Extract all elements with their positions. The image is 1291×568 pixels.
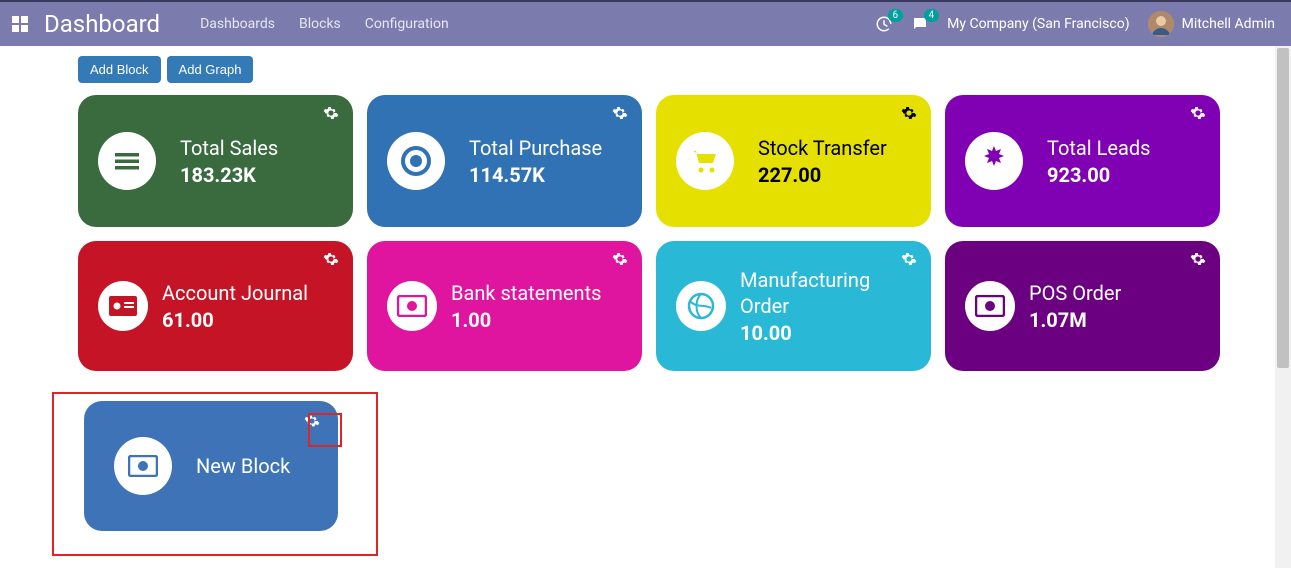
money-icon bbox=[965, 281, 1015, 331]
card-title: POS Order bbox=[1029, 280, 1121, 306]
apps-launcher-icon[interactable] bbox=[0, 1, 40, 47]
avatar bbox=[1148, 11, 1174, 37]
activity-icon[interactable]: 6 bbox=[875, 15, 893, 33]
top-navbar: Dashboard Dashboards Blocks Configuratio… bbox=[0, 0, 1291, 46]
circle-icon bbox=[387, 132, 445, 190]
messages-icon[interactable]: 4 bbox=[911, 15, 929, 33]
card-text: Bank statements 1.00 bbox=[451, 280, 601, 332]
card-value: 227.00 bbox=[758, 163, 887, 187]
add-block-button[interactable]: Add Block bbox=[78, 56, 161, 83]
dashboard-cards-grid: Total Sales 183.23K Total Purchase 114.5… bbox=[78, 95, 1291, 371]
card-text: Total Sales 183.23K bbox=[180, 135, 278, 187]
money-icon bbox=[114, 437, 172, 495]
card-text: Account Journal 61.00 bbox=[162, 280, 308, 332]
nav-dashboards[interactable]: Dashboards bbox=[200, 16, 275, 32]
burst-icon bbox=[965, 132, 1023, 190]
scrollbar-thumb[interactable] bbox=[1277, 48, 1289, 368]
gear-icon[interactable] bbox=[612, 105, 628, 121]
gear-icon[interactable] bbox=[323, 105, 339, 121]
card-text: Stock Transfer 227.00 bbox=[758, 135, 887, 187]
gear-icon[interactable] bbox=[304, 413, 320, 433]
card-title: Total Sales bbox=[180, 135, 278, 161]
card-new-block[interactable]: New Block bbox=[84, 401, 338, 531]
card-value: 61.00 bbox=[162, 308, 308, 332]
gear-icon[interactable] bbox=[901, 251, 917, 267]
cart-icon bbox=[676, 132, 734, 190]
new-block-title: New Block bbox=[196, 454, 290, 478]
card-title: Stock Transfer bbox=[758, 135, 887, 161]
globe-icon bbox=[676, 281, 726, 331]
messages-badge: 4 bbox=[924, 9, 940, 22]
action-buttons: Add Block Add Graph bbox=[78, 56, 1291, 83]
bars-icon bbox=[98, 132, 156, 190]
card-account-journal[interactable]: Account Journal 61.00 bbox=[78, 241, 353, 371]
card-title: Bank statements bbox=[451, 280, 601, 306]
card-total-purchase[interactable]: Total Purchase 114.57K bbox=[367, 95, 642, 227]
card-title: Account Journal bbox=[162, 280, 308, 306]
main-content: Add Block Add Graph Total Sales 183.23K … bbox=[0, 46, 1291, 531]
gear-icon[interactable] bbox=[1190, 105, 1206, 121]
user-name: Mitchell Admin bbox=[1182, 16, 1275, 32]
card-stock-transfer[interactable]: Stock Transfer 227.00 bbox=[656, 95, 931, 227]
card-value: 114.57K bbox=[469, 163, 602, 187]
gear-icon[interactable] bbox=[612, 251, 628, 267]
gear-icon[interactable] bbox=[1190, 251, 1206, 267]
card-mfg-order[interactable]: Manufacturing Order 10.00 bbox=[656, 241, 931, 371]
apps-grid-icon bbox=[12, 16, 28, 32]
activity-badge: 6 bbox=[888, 9, 904, 22]
new-block-row: New Block bbox=[78, 401, 1291, 531]
card-total-leads[interactable]: Total Leads 923.00 bbox=[945, 95, 1220, 227]
card-value: 1.07M bbox=[1029, 308, 1121, 332]
add-graph-button[interactable]: Add Graph bbox=[167, 56, 254, 83]
money-icon bbox=[387, 281, 437, 331]
card-total-sales[interactable]: Total Sales 183.23K bbox=[78, 95, 353, 227]
card-bank-statements[interactable]: Bank statements 1.00 bbox=[367, 241, 642, 371]
card-pos-order[interactable]: POS Order 1.07M bbox=[945, 241, 1220, 371]
gear-icon[interactable] bbox=[323, 251, 339, 267]
app-title: Dashboard bbox=[44, 10, 160, 38]
gear-icon[interactable] bbox=[901, 105, 917, 121]
idcard-icon bbox=[98, 281, 148, 331]
nav-configuration[interactable]: Configuration bbox=[365, 16, 449, 32]
card-title: Manufacturing Order bbox=[740, 267, 915, 319]
card-title: Total Purchase bbox=[469, 135, 602, 161]
card-text: Total Leads 923.00 bbox=[1047, 135, 1150, 187]
card-value: 183.23K bbox=[180, 163, 278, 187]
company-selector[interactable]: My Company (San Francisco) bbox=[947, 16, 1129, 32]
user-menu[interactable]: Mitchell Admin bbox=[1148, 11, 1281, 37]
card-value: 923.00 bbox=[1047, 163, 1150, 187]
nav-blocks[interactable]: Blocks bbox=[299, 16, 341, 32]
topbar-right: 6 4 My Company (San Francisco) Mitchell … bbox=[875, 11, 1281, 37]
card-value: 1.00 bbox=[451, 308, 601, 332]
card-text: POS Order 1.07M bbox=[1029, 280, 1121, 332]
nav-links: Dashboards Blocks Configuration bbox=[200, 16, 449, 32]
card-value: 10.00 bbox=[740, 321, 915, 345]
vertical-scrollbar[interactable] bbox=[1275, 46, 1291, 568]
avatar-icon bbox=[1148, 11, 1174, 37]
card-title: Total Leads bbox=[1047, 135, 1150, 161]
card-text: Manufacturing Order 10.00 bbox=[740, 267, 915, 345]
card-text: Total Purchase 114.57K bbox=[469, 135, 602, 187]
